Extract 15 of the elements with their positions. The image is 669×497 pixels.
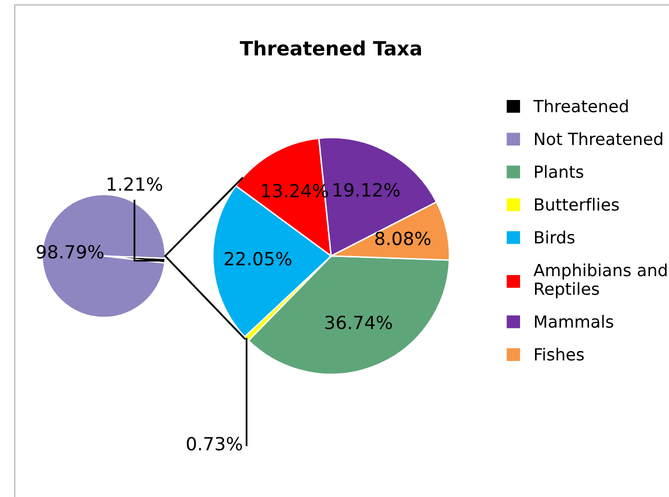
data-label: 1.21% — [108, 177, 162, 191]
legend-label: Threatened — [533, 99, 628, 112]
data-label: 8.08% — [375, 232, 430, 246]
chart-title: Threatened Taxa — [240, 40, 421, 56]
data-label: 0.73% — [186, 436, 242, 451]
legend-label: Plants — [535, 165, 584, 178]
legend-label: Mammals — [535, 314, 614, 328]
data-label: 22.05% — [224, 252, 292, 266]
legend-label: Birds — [535, 230, 574, 244]
legend-label: Fishes — [535, 348, 584, 361]
data-label: 19.12% — [334, 183, 400, 197]
legend-label: Butterflies — [535, 198, 619, 211]
legend-label: Not Threatened — [535, 132, 662, 146]
legend-label: Amphibians and Reptiles — [534, 263, 667, 298]
data-label: 36.74% — [325, 316, 392, 330]
